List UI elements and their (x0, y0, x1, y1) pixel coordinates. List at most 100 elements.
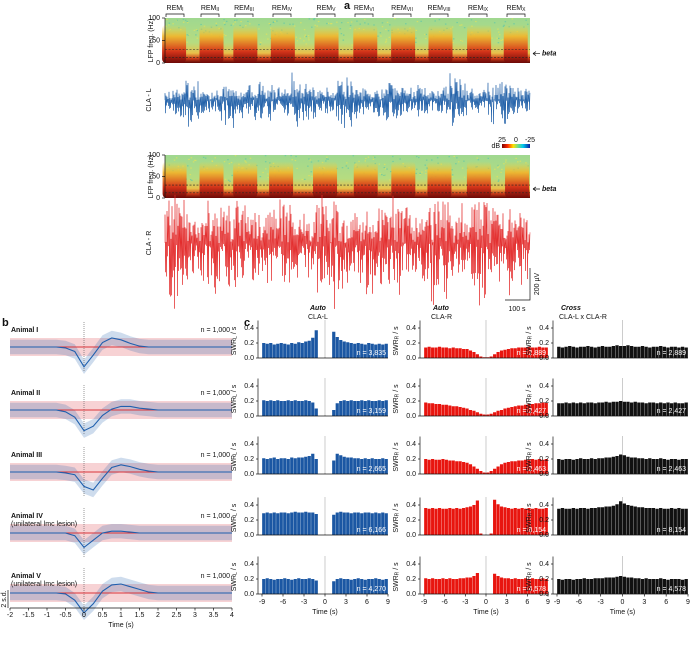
spectrogram-speckle (305, 35, 308, 38)
spectrogram-speckle (184, 19, 187, 21)
spectrogram-speckle (224, 178, 227, 180)
bar (300, 401, 304, 416)
bar (622, 401, 626, 416)
bar (475, 468, 479, 474)
spectrogram-speckle (231, 174, 233, 176)
bar (479, 413, 483, 416)
bar (633, 457, 637, 474)
bar (557, 403, 561, 416)
spectrogram-speckle (236, 19, 238, 21)
y-axis-label-unit: / s (231, 326, 238, 336)
x-tick-label: -9 (421, 599, 427, 606)
spectrogram-speckle (392, 155, 394, 158)
spectrogram-speckle (434, 20, 436, 22)
bar (304, 511, 308, 535)
y-tick-label: 50 (152, 173, 160, 180)
bar (486, 472, 490, 474)
y-tick-label: 0.0 (539, 471, 549, 478)
x-axis-label: Time (s) (473, 609, 498, 616)
spectrogram-speckle (223, 34, 225, 36)
bar (677, 459, 681, 474)
y-tick-label: 0.4 (244, 561, 254, 568)
bar (262, 343, 266, 358)
spectrogram-speckle (202, 156, 205, 158)
spectrogram-speckle (383, 166, 386, 169)
sd-band (10, 399, 232, 438)
bar (644, 459, 648, 474)
spectrogram-speckle (496, 176, 499, 178)
bar (517, 508, 521, 535)
y-tick-label: 0.2 (244, 340, 254, 347)
bar (297, 457, 301, 474)
bar (503, 462, 507, 474)
bar (493, 499, 497, 535)
bar (349, 579, 353, 594)
bar (541, 347, 545, 358)
y-tick-label: 0.0 (539, 355, 549, 362)
spectrogram-speckle (438, 19, 441, 21)
bar (360, 400, 364, 416)
spectrogram-speckle (501, 168, 503, 170)
bar (265, 578, 269, 594)
spectrogram-speckle (264, 161, 267, 163)
bar (530, 508, 535, 535)
bar (527, 459, 531, 474)
bar (424, 347, 428, 358)
y-axis-label-base: SWR (393, 575, 400, 591)
bar (655, 579, 659, 594)
bar (381, 344, 385, 358)
bar (374, 459, 378, 474)
plot-title: Animal II (11, 390, 40, 397)
bar (640, 458, 645, 474)
bar (384, 400, 388, 416)
bar (272, 457, 276, 474)
spectrogram-speckle (388, 179, 391, 181)
bar (655, 508, 659, 535)
y-tick-label: 0.0 (244, 413, 254, 420)
bar (564, 459, 568, 474)
spectrogram-speckle (381, 174, 383, 176)
y-tick-label: 0.2 (244, 398, 254, 405)
spectrogram-speckle (247, 20, 249, 22)
rem-bracket (316, 13, 336, 17)
bar (524, 508, 528, 535)
spectrogram-speckle (188, 179, 191, 181)
bar (377, 459, 381, 474)
bar (534, 508, 538, 535)
x-tick-label: 9 (686, 599, 690, 606)
bar (534, 403, 538, 416)
bar (431, 347, 435, 358)
bar (513, 508, 517, 535)
bar (448, 348, 452, 358)
bar (353, 579, 357, 594)
y-axis-label-base: SWR (231, 516, 238, 532)
bar (677, 403, 681, 416)
bar (448, 460, 452, 474)
x-tick-label: 3 (642, 599, 646, 606)
bar (437, 508, 442, 535)
bar (468, 464, 473, 474)
n-label: n = 8,154 (657, 527, 686, 534)
spectrogram-speckle (313, 18, 316, 20)
y-tick-label: 0.4 (244, 325, 254, 332)
plot-title: Cross (561, 305, 581, 312)
bar (349, 400, 353, 416)
bar (384, 513, 388, 535)
bar (619, 576, 623, 594)
rem-burst (391, 24, 416, 63)
bar (374, 512, 378, 535)
spectrogram-speckle (498, 165, 500, 167)
plot-subtitle: CLA-R (431, 314, 452, 321)
y-tick-label: 100 (148, 152, 160, 159)
bar (648, 402, 652, 416)
rem-label-sub: I (182, 7, 183, 13)
bar (557, 579, 561, 594)
spectrogram-speckle (325, 160, 327, 162)
bar (541, 402, 545, 416)
plot-note: (unilateral lmc lesion) (11, 581, 77, 588)
spectrogram-speckle (186, 41, 188, 43)
spectrogram-speckle (173, 159, 176, 161)
spectrogram-speckle (500, 171, 502, 174)
spectrogram-speckle (276, 20, 278, 22)
bar (586, 459, 590, 474)
